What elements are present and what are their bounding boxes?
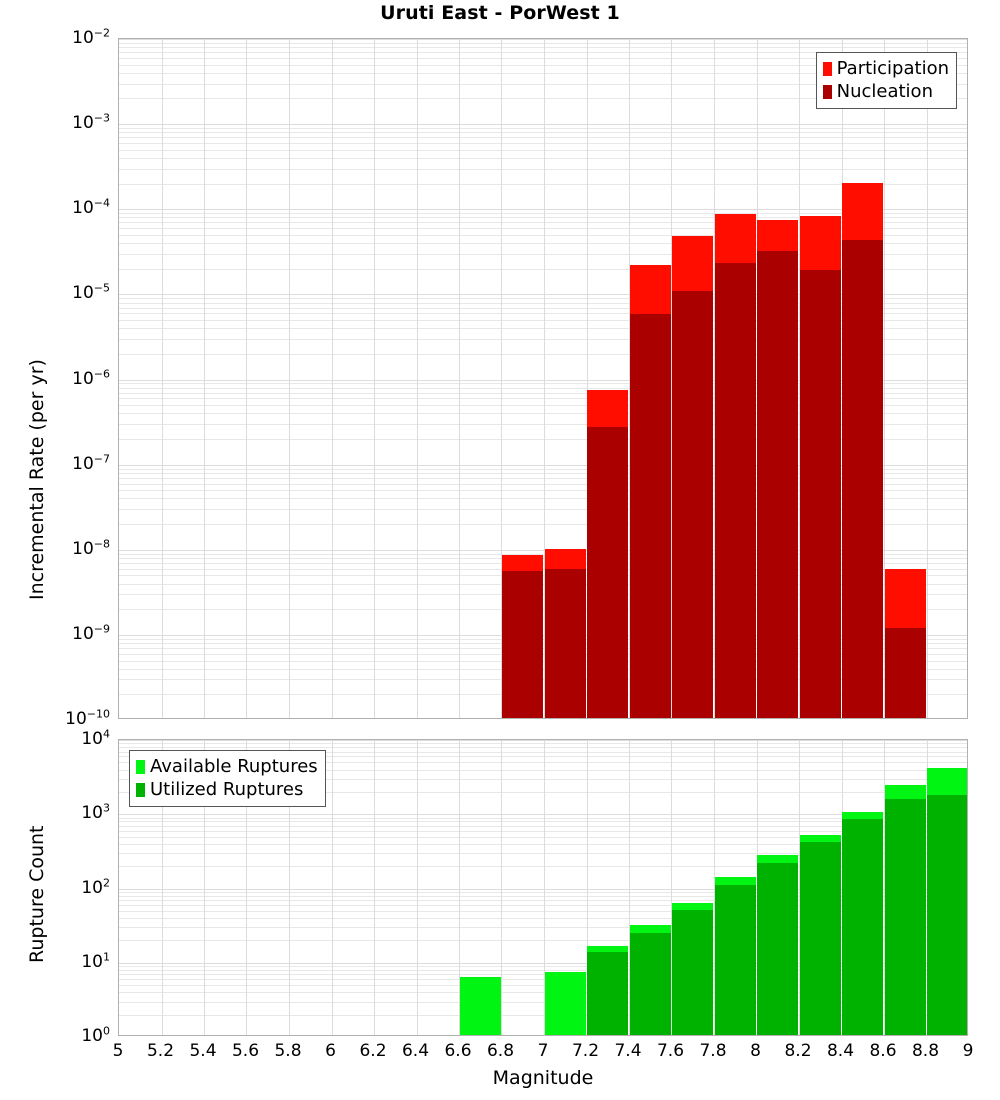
legend-swatch-icon — [823, 62, 832, 76]
legend-swatch-icon — [136, 783, 145, 797]
legend-label: Available Ruptures — [150, 758, 318, 776]
x-tick-label: 8.8 — [912, 1041, 939, 1061]
legend-bottom: Available Ruptures Utilized Ruptures — [129, 750, 326, 807]
legend-item: Participation — [823, 57, 949, 80]
bottom-legend-layer: Available Ruptures Utilized Ruptures — [119, 740, 967, 1035]
bottom-y-axis-label: Rupture Count — [26, 826, 48, 964]
y-tick-label: 10−9 — [72, 624, 110, 644]
y-tick-label: 100 — [81, 1026, 110, 1046]
y-tick-label: 102 — [81, 878, 110, 898]
x-tick-label: 8 — [750, 1041, 761, 1061]
x-tick-label: 6 — [325, 1041, 336, 1061]
x-tick-label: 5.6 — [232, 1041, 259, 1061]
legend-label: Utilized Ruptures — [150, 781, 303, 799]
x-tick-label: 8.2 — [784, 1041, 811, 1061]
y-tick-label: 10−7 — [72, 454, 110, 474]
top-y-axis-label: Incremental Rate (per yr) — [26, 359, 48, 600]
bottom-y-tick-labels: 104103102101100 — [2, 739, 110, 1036]
y-tick-label: 101 — [81, 952, 110, 972]
y-tick-label: 10−3 — [72, 113, 110, 133]
chart-root: Uruti East - PorWest 1 Participation Nucl… — [0, 0, 1000, 1100]
x-tick-label: 7.8 — [699, 1041, 726, 1061]
incremental-rate-plot: Participation Nucleation — [118, 38, 968, 719]
y-tick-label: 104 — [81, 729, 110, 749]
x-tick-label: 5.4 — [189, 1041, 216, 1061]
y-tick-label: 10−10 — [65, 709, 110, 729]
y-tick-label: 10−6 — [72, 369, 110, 389]
y-tick-label: 10−5 — [72, 283, 110, 303]
x-tick-label: 7 — [538, 1041, 549, 1061]
legend-label: Participation — [837, 60, 949, 78]
x-tick-label: 5.2 — [147, 1041, 174, 1061]
legend-item: Utilized Ruptures — [136, 778, 318, 801]
x-tick-label: 8.4 — [827, 1041, 854, 1061]
y-tick-label: 103 — [81, 803, 110, 823]
x-tick-label: 7.4 — [614, 1041, 641, 1061]
y-tick-label: 10−8 — [72, 539, 110, 559]
y-tick-label: 10−4 — [72, 198, 110, 218]
legend-item: Nucleation — [823, 80, 949, 103]
x-tick-label: 8.6 — [869, 1041, 896, 1061]
x-tick-label: 6.6 — [444, 1041, 471, 1061]
top-legend-layer: Participation Nucleation — [119, 39, 967, 718]
x-tick-label: 5.8 — [274, 1041, 301, 1061]
x-tick-label: 7.6 — [657, 1041, 684, 1061]
legend-label: Nucleation — [837, 83, 933, 101]
rupture-count-plot: Available Ruptures Utilized Ruptures — [118, 739, 968, 1036]
x-tick-label: 5 — [113, 1041, 124, 1061]
x-axis-label: Magnitude — [118, 1067, 968, 1089]
page-title: Uruti East - PorWest 1 — [0, 2, 1000, 24]
x-tick-label: 6.2 — [359, 1041, 386, 1061]
legend-swatch-icon — [136, 760, 145, 774]
legend-item: Available Ruptures — [136, 755, 318, 778]
x-tick-label: 7.2 — [572, 1041, 599, 1061]
top-y-tick-labels: 10−210−310−410−510−610−710−810−910−10 — [2, 38, 110, 719]
x-tick-label: 6.4 — [402, 1041, 429, 1061]
y-tick-label: 10−2 — [72, 28, 110, 48]
legend-top: Participation Nucleation — [816, 52, 957, 109]
legend-swatch-icon — [823, 85, 832, 99]
x-tick-label: 9 — [963, 1041, 974, 1061]
x-tick-label: 6.8 — [487, 1041, 514, 1061]
